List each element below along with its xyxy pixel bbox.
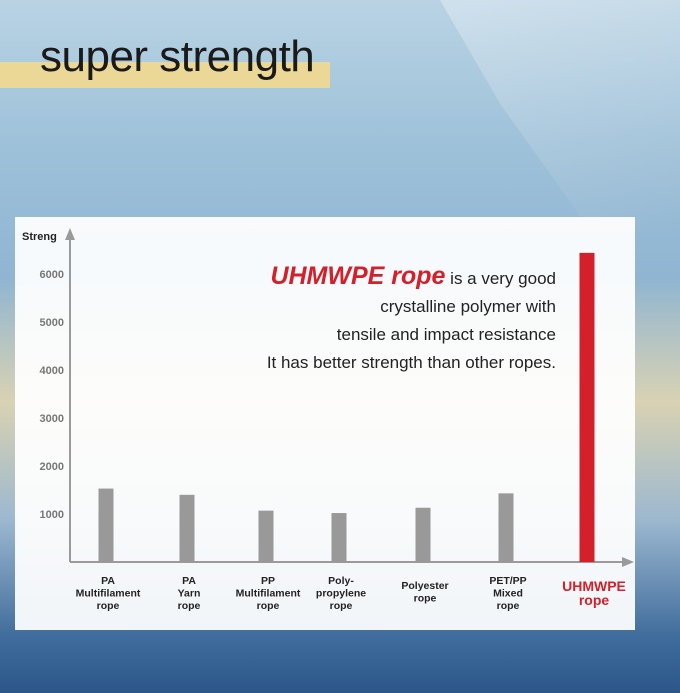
x-tick-label: rope — [257, 600, 280, 612]
bar — [258, 510, 274, 562]
x-tick-label: rope — [97, 600, 120, 612]
x-tick-label: rope — [579, 592, 610, 608]
title-band — [0, 62, 330, 88]
x-tick-label: Multifilament — [236, 588, 301, 600]
page-title: super strength — [40, 32, 315, 81]
x-tick-label: Mixed — [493, 588, 523, 600]
x-tick-label: propylene — [316, 588, 366, 600]
x-tick-label: rope — [178, 600, 201, 612]
x-axis-arrow — [622, 557, 634, 567]
bar — [331, 513, 347, 562]
y-tick-label: 2000 — [40, 461, 64, 473]
x-tick-label: rope — [497, 600, 520, 612]
x-tick-label: rope — [414, 593, 437, 605]
y-tick-label: 6000 — [40, 269, 64, 281]
bar — [98, 488, 114, 562]
x-tick-label: PP — [261, 575, 275, 587]
bar — [579, 252, 595, 562]
description-line: is a very good — [445, 269, 556, 288]
x-tick-label: Polyester — [401, 580, 448, 592]
description-line: It has better strength than other ropes. — [266, 353, 556, 372]
y-tick-label: 3000 — [40, 413, 64, 425]
bar — [179, 494, 195, 562]
x-tick-label: rope — [330, 600, 353, 612]
description: UHMWPE rope is a very good crystalline p… — [267, 262, 556, 377]
description-line: crystalline polymer with — [380, 297, 556, 316]
y-axis-arrow — [65, 228, 75, 240]
x-tick-label: PA — [101, 575, 115, 587]
x-tick-label: Poly- — [328, 575, 354, 587]
y-tick-label: 4000 — [40, 365, 64, 377]
x-tick-label: PET/PP — [489, 575, 526, 587]
x-tick-label: UHMWPE — [562, 578, 626, 594]
y-axis-label: Streng — [22, 231, 57, 243]
y-tick-label: 1000 — [40, 509, 64, 521]
description-highlight: UHMWPE rope — [270, 262, 446, 290]
description-line: tensile and impact resistance — [336, 325, 556, 344]
y-tick-label: 5000 — [40, 317, 64, 329]
x-tick-label: Yarn — [178, 588, 201, 600]
x-tick-label: Multifilament — [76, 588, 141, 600]
bar — [415, 507, 431, 562]
x-tick-label: PA — [182, 575, 196, 587]
bar — [498, 493, 514, 562]
